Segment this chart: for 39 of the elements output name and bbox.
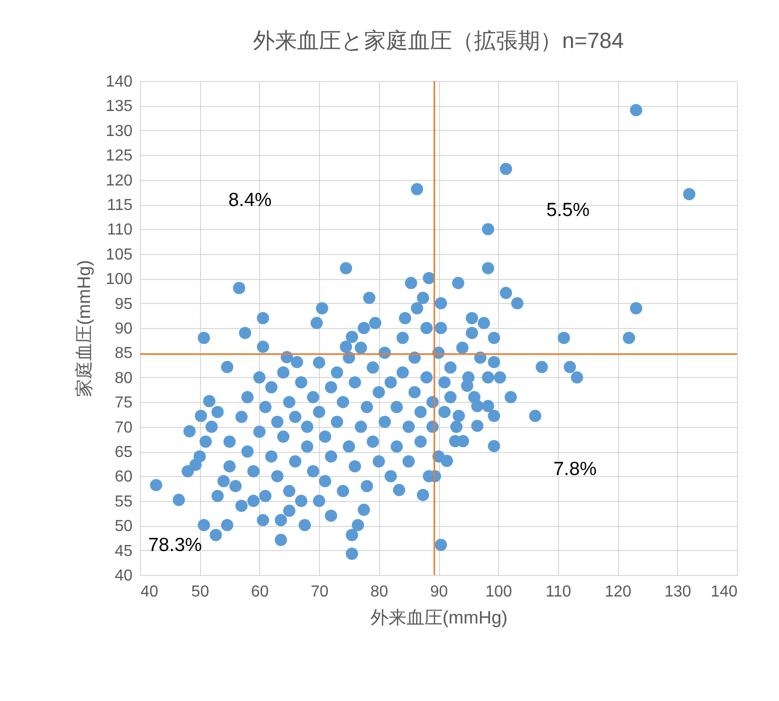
y-tick-label: 100 bbox=[106, 271, 133, 288]
y-tick-label: 75 bbox=[114, 394, 133, 412]
y-tick-label: 110 bbox=[106, 222, 133, 239]
annotation: 7.8% bbox=[553, 459, 597, 480]
y-tick-label: 120 bbox=[106, 172, 133, 190]
x-tick-label: 50 bbox=[191, 584, 210, 600]
x-tick-label: 40 bbox=[140, 584, 158, 600]
y-tick-label: 80 bbox=[114, 370, 133, 387]
x-tick-label: 70 bbox=[310, 584, 329, 600]
y-tick-label: 125 bbox=[106, 148, 133, 165]
x-tick-label: 140 bbox=[710, 584, 738, 600]
x-tick-label: 110 bbox=[546, 584, 572, 600]
y-tick-label: 45 bbox=[114, 542, 133, 560]
y-axis-title: 家庭血圧(mmHg) bbox=[74, 260, 94, 397]
y-tick-label: 90 bbox=[114, 320, 133, 338]
x-tick-label: 80 bbox=[370, 584, 388, 600]
y-tick-label: 50 bbox=[114, 518, 133, 536]
y-tick-label: 70 bbox=[114, 419, 133, 436]
y-tick-label: 105 bbox=[106, 246, 133, 264]
x-tick-label: 90 bbox=[430, 584, 448, 600]
x-tick-label: 60 bbox=[251, 584, 269, 600]
x-tick-label: 120 bbox=[604, 584, 632, 600]
y-tick-label: 115 bbox=[106, 197, 133, 214]
chart-title: 外来血圧と家庭血圧（拡張期）n=784 bbox=[253, 28, 624, 53]
annotation: 78.3% bbox=[148, 535, 202, 556]
y-tick-label: 130 bbox=[106, 122, 133, 140]
annotation: 8.4% bbox=[228, 190, 272, 211]
x-axis-title: 外来血圧(mmHg) bbox=[370, 608, 508, 628]
x-tick-label: 130 bbox=[664, 584, 692, 600]
y-tick-label: 85 bbox=[114, 345, 133, 362]
y-tick-label: 135 bbox=[106, 98, 133, 116]
y-tick-label: 95 bbox=[114, 296, 133, 313]
y-tick-label: 60 bbox=[114, 468, 133, 486]
y-tick-label: 140 bbox=[106, 74, 133, 90]
x-tick-label: 100 bbox=[485, 584, 512, 600]
annotation: 5.5% bbox=[546, 200, 590, 221]
y-tick-label: 65 bbox=[114, 444, 133, 461]
y-tick-label: 40 bbox=[114, 568, 133, 584]
y-tick-label: 55 bbox=[114, 493, 133, 510]
